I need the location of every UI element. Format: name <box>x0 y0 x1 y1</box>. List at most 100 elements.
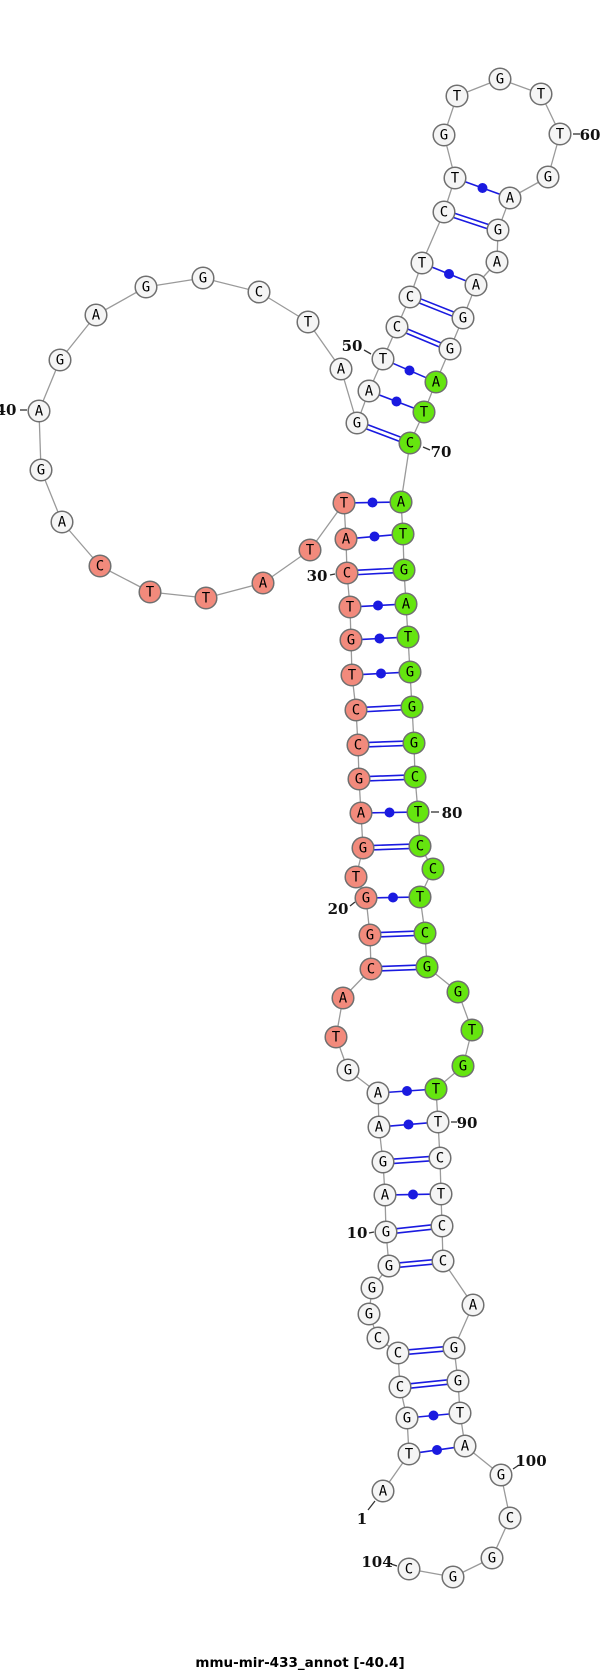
pair-51-67-double <box>405 328 442 348</box>
position-label-10: 10 <box>347 1224 375 1242</box>
nucleotide-25-C: C <box>346 733 370 757</box>
nucleotide-letter: G <box>440 128 448 144</box>
nucleotide-circle <box>332 491 356 515</box>
noncanonical-pair-dot <box>384 807 395 818</box>
nucleotide-16-T: T <box>324 1025 348 1049</box>
position-labels: 1 10 20 30 40 50 60 70 80 90 100 104 <box>0 126 600 1571</box>
structure-title: mmu-mir-433_annot [-40.4] <box>195 1655 405 1671</box>
nucleotide-24-G: G <box>347 767 371 791</box>
nucleotide-circle <box>453 1434 477 1458</box>
label-text: 1 <box>357 1510 367 1528</box>
nucleotide-letter: G <box>459 311 467 327</box>
nucleotide-circle <box>27 399 51 423</box>
nucleotide-letter: G <box>347 633 355 649</box>
nucleotide-59-T: T <box>529 82 553 106</box>
nucleotide-81-C: C <box>408 834 432 858</box>
position-label-20: 20 <box>328 900 356 918</box>
nucleotide-circle <box>29 458 53 482</box>
label-text: 70 <box>431 443 452 461</box>
nucleotide-letter: A <box>375 1120 384 1136</box>
position-label-100: 100 <box>512 1452 547 1470</box>
nucleotide-87-T: T <box>460 1018 484 1042</box>
nucleotide-letter: G <box>344 1063 352 1079</box>
pair-20-83-dot <box>376 892 410 903</box>
nucleotide-circle <box>464 273 488 297</box>
nucleotide-letter: T <box>556 127 565 143</box>
pair-14-89-dot <box>388 1086 426 1096</box>
nucleotide-circle <box>191 266 215 290</box>
nucleotide-letter: T <box>437 1187 446 1203</box>
nucleotide-letter: T <box>348 668 357 684</box>
nucleotide-71-A: A <box>389 490 413 514</box>
pair-22-81-double <box>373 843 410 851</box>
nucleotide-letter: C <box>374 1331 382 1347</box>
nucleotide-letter: G <box>37 463 45 479</box>
pair-28-75-dot <box>361 633 398 644</box>
pair-23-80-dot <box>371 807 408 818</box>
nucleotide-62-A: A <box>498 186 522 210</box>
nucleotide-letter: C <box>393 320 401 336</box>
pair-19-84-double <box>380 930 415 938</box>
nucleotide-circle <box>373 1183 397 1207</box>
noncanonical-pair-dot <box>428 1410 439 1421</box>
nucleotide-19-G: G <box>358 923 382 947</box>
nucleotide-letter: G <box>408 700 416 716</box>
pair-24-79-double <box>369 774 405 782</box>
nucleotide-letter: T <box>304 315 313 331</box>
nucleotide-72-T: T <box>391 522 415 546</box>
nucleotide-letter: T <box>332 1030 341 1046</box>
nucleotide-23-A: A <box>349 801 373 825</box>
nucleotide-circle <box>247 280 271 304</box>
nucleotide-circle <box>451 1054 475 1078</box>
nucleotide-33-T: T <box>298 538 322 562</box>
nucleotide-43-G: G <box>134 275 158 299</box>
nucleotide-98-T: T <box>448 1401 472 1425</box>
nucleotide-circle <box>408 885 432 909</box>
nucleotide-letter: C <box>406 436 414 452</box>
nucleotide-circle <box>347 767 371 791</box>
nucleotide-letter: G <box>496 72 504 88</box>
nucleotide-101-C: C <box>498 1506 522 1530</box>
nucleotide-letter: G <box>379 1155 387 1171</box>
nucleotide-letter: C <box>354 738 362 754</box>
nucleotide-64-A: A <box>485 250 509 274</box>
nucleotide-circle <box>424 370 448 394</box>
nucleotide-letter: G <box>403 1411 411 1427</box>
nucleotide-100-G: G <box>489 1463 513 1487</box>
nucleotide-94-C: C <box>431 1249 455 1273</box>
nucleotide-letter: A <box>374 1086 383 1102</box>
nucleotide-circle <box>336 1058 360 1082</box>
nucleotide-letter: A <box>381 1188 390 1204</box>
backbone-lines <box>38 78 561 1578</box>
nucleotide-circle <box>413 921 437 945</box>
position-label-70: 70 <box>422 443 452 461</box>
nucleotide-95-A: A <box>461 1293 485 1317</box>
nucleotide-80-T: T <box>406 800 430 824</box>
nucleotide-circle <box>498 1506 522 1530</box>
nucleotide-letter: A <box>461 1439 470 1455</box>
nucleotide-90-T: T <box>426 1110 450 1134</box>
nucleotide-55-T: T <box>443 166 467 190</box>
nucleotide-circle <box>430 1214 454 1238</box>
noncanonical-pair-dot <box>369 531 380 542</box>
nucleotide-circle <box>351 836 375 860</box>
pair-2-99-dot <box>419 1445 455 1455</box>
noncanonical-pair-dot <box>432 1445 442 1455</box>
nucleotide-letter: C <box>394 1346 402 1362</box>
nucleotide-letter: A <box>92 308 101 324</box>
pair-4-97-double <box>410 1379 448 1389</box>
nucleotide-circle <box>498 186 522 210</box>
nucleotide-letter: G <box>406 665 414 681</box>
nucleotide-letter: T <box>405 1447 414 1463</box>
nucleotide-circle <box>339 628 363 652</box>
nucleotide-letter: T <box>468 1023 477 1039</box>
label-tick <box>367 1500 376 1511</box>
nucleotide-letter: C <box>416 839 424 855</box>
nucleotide-65-A: A <box>464 273 488 297</box>
nucleotide-circle <box>548 122 572 146</box>
nucleotide-22-G: G <box>351 836 375 860</box>
nucleotide-letter: T <box>306 543 315 559</box>
nucleotide-circle <box>448 1401 472 1425</box>
noncanonical-pair-dot <box>391 396 402 407</box>
nucleotide-circle <box>359 957 383 981</box>
